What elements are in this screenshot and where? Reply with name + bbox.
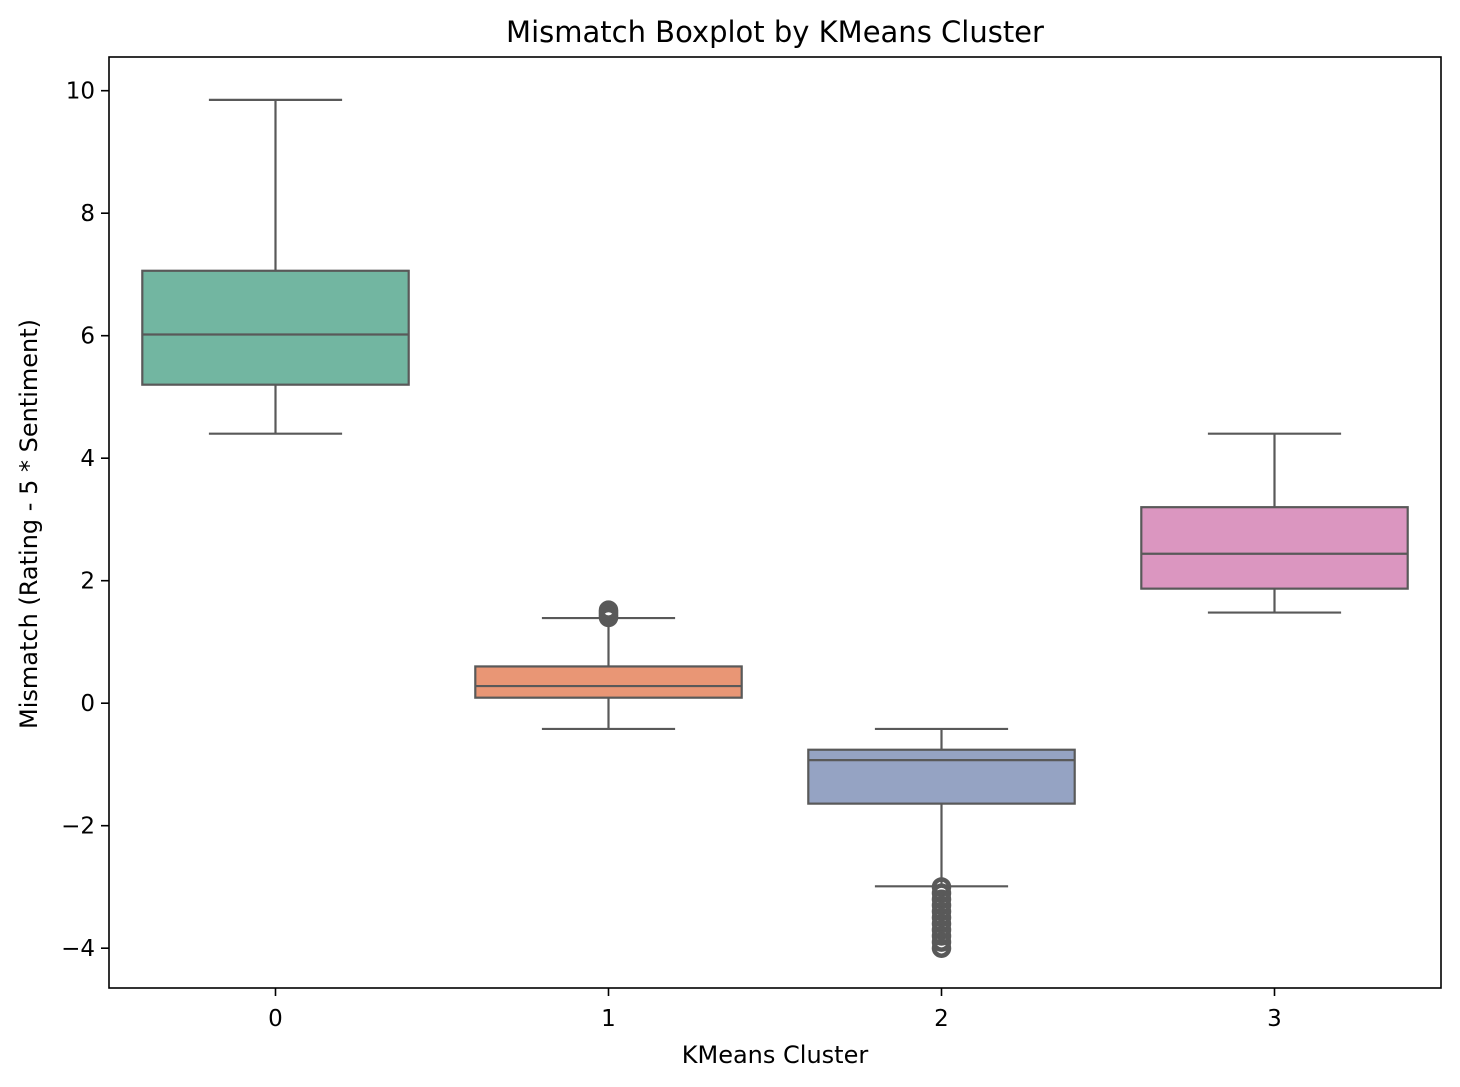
x-tick-label: 2 (934, 1006, 949, 1032)
x-tick-label: 1 (601, 1006, 616, 1032)
chart-title: Mismatch Boxplot by KMeans Cluster (506, 15, 1044, 49)
y-tick-label: 6 (80, 324, 95, 350)
outlier-point (931, 938, 952, 958)
box-cluster-3 (1140, 432, 1409, 614)
y-tick-label: −4 (61, 936, 95, 962)
outlier-point (598, 600, 619, 620)
y-axis: −4 −2 0 2 4 6 8 10 (61, 79, 109, 962)
x-tick-label: 0 (268, 1006, 283, 1032)
x-axis-label: KMeans Cluster (682, 1041, 869, 1069)
iqr-box (807, 748, 1076, 805)
box-cluster-0 (141, 98, 410, 435)
y-axis-label: Mismatch (Rating - 5 * Sentiment) (15, 319, 43, 729)
box-cluster-1 (474, 600, 743, 731)
plot-frame (108, 56, 1442, 989)
box-cluster-2 (807, 727, 1076, 958)
y-tick-label: 0 (80, 691, 95, 717)
iqr-box (141, 269, 410, 386)
x-tick-label: 3 (1267, 1006, 1282, 1032)
plot-area (141, 98, 1409, 958)
x-axis: 0 1 2 3 (268, 988, 1282, 1032)
iqr-box (474, 665, 743, 699)
y-tick-label: 8 (80, 201, 95, 227)
y-tick-label: 2 (80, 569, 95, 595)
y-tick-label: −2 (61, 814, 95, 840)
y-tick-label: 10 (66, 79, 95, 105)
y-tick-label: 4 (80, 446, 95, 472)
iqr-box (1140, 506, 1409, 590)
